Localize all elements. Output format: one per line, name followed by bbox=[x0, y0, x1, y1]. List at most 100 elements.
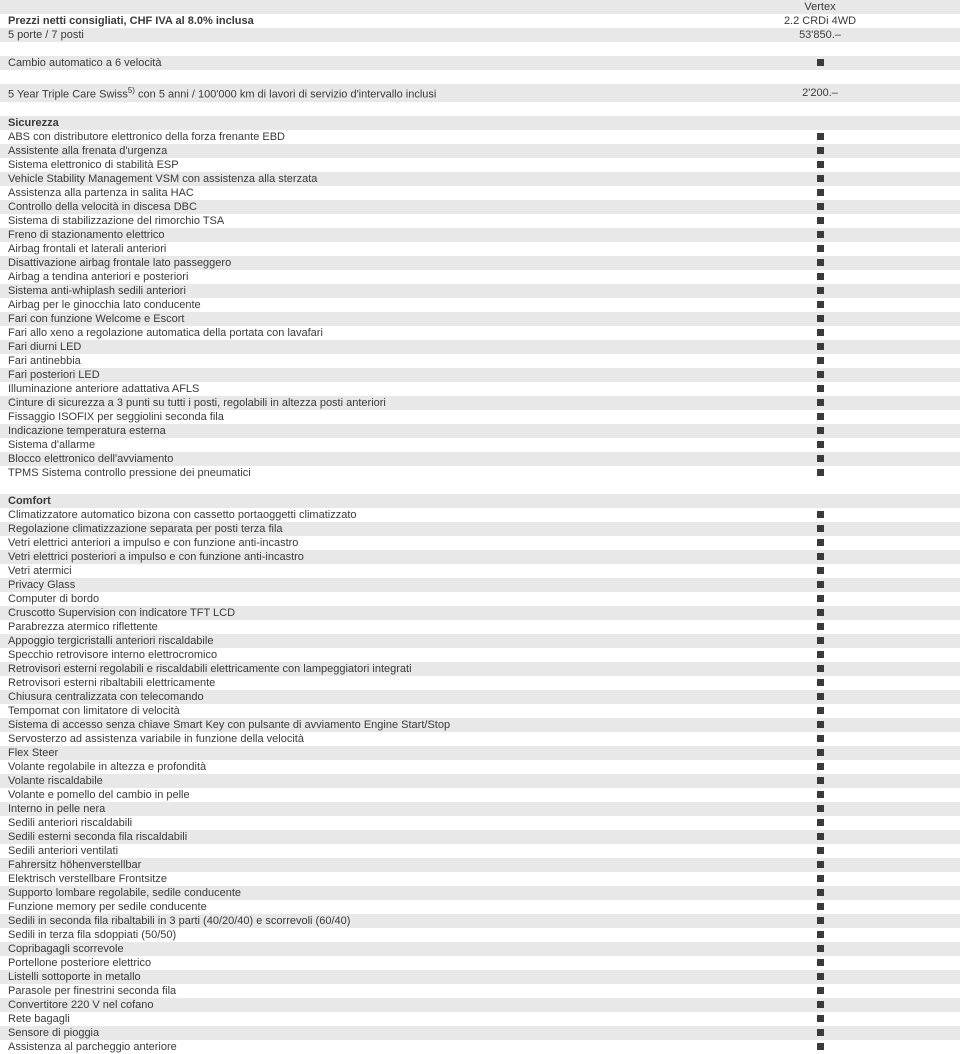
included-icon bbox=[817, 679, 824, 686]
spec-value bbox=[680, 606, 960, 620]
spec-row: Vetri elettrici posteriori a impulso e c… bbox=[0, 550, 960, 564]
transmission-label: Cambio automatico a 6 velocità bbox=[0, 56, 680, 70]
spec-label: Freno di stazionamento elettrico bbox=[0, 228, 680, 242]
spec-label: Airbag frontali et laterali anteriori bbox=[0, 242, 680, 256]
spec-label: Sistema anti-whiplash sedili anteriori bbox=[0, 284, 680, 298]
included-icon bbox=[817, 413, 824, 420]
included-icon bbox=[817, 875, 824, 882]
included-icon bbox=[817, 651, 824, 658]
included-icon bbox=[817, 693, 824, 700]
spec-label: Interno in pelle nera bbox=[0, 802, 680, 816]
spec-value bbox=[680, 508, 960, 522]
spec-label: Illuminazione anteriore adattativa AFLS bbox=[0, 382, 680, 396]
price-heading: Prezzi netti consigliati, CHF IVA al 8.0… bbox=[0, 14, 680, 28]
spec-label: Specchio retrovisore interno elettrocrom… bbox=[0, 648, 680, 662]
spec-row: Fari posteriori LED bbox=[0, 368, 960, 382]
spec-value bbox=[680, 774, 960, 788]
spec-value bbox=[680, 200, 960, 214]
spec-label: Airbag per le ginocchia lato conducente bbox=[0, 298, 680, 312]
spec-value bbox=[680, 242, 960, 256]
spec-label: Privacy Glass bbox=[0, 578, 680, 592]
included-icon bbox=[817, 903, 824, 910]
spec-value bbox=[680, 956, 960, 970]
spec-row: Tempomat con limitatore di velocità bbox=[0, 704, 960, 718]
spec-label: Regolazione climatizzazione separata per… bbox=[0, 522, 680, 536]
spec-row: Assistenza al parcheggio anteriore bbox=[0, 1040, 960, 1054]
spec-row: TPMS Sistema controllo pressione dei pne… bbox=[0, 466, 960, 480]
spec-label: Computer di bordo bbox=[0, 592, 680, 606]
header-model-row: Vertex bbox=[0, 0, 960, 14]
spec-value bbox=[680, 1012, 960, 1026]
spec-label: Funzione memory per sedile conducente bbox=[0, 900, 680, 914]
spec-row: Parasole per finestrini seconda fila bbox=[0, 984, 960, 998]
spec-value bbox=[680, 1026, 960, 1040]
spec-label: Sedili anteriori ventilati bbox=[0, 844, 680, 858]
included-icon bbox=[817, 707, 824, 714]
spec-label: Sensore di pioggia bbox=[0, 1026, 680, 1040]
spec-label: TPMS Sistema controllo pressione dei pne… bbox=[0, 466, 680, 480]
spec-label: Rete bagagli bbox=[0, 1012, 680, 1026]
spec-value bbox=[680, 928, 960, 942]
included-icon bbox=[817, 455, 824, 462]
spec-row: Portellone posteriore elettrico bbox=[0, 956, 960, 970]
included-icon bbox=[817, 945, 824, 952]
spec-row: Illuminazione anteriore adattativa AFLS bbox=[0, 382, 960, 396]
spec-value bbox=[680, 270, 960, 284]
included-icon bbox=[817, 749, 824, 756]
spec-value bbox=[680, 830, 960, 844]
spec-label: Volante e pomello del cambio in pelle bbox=[0, 788, 680, 802]
spec-label: Sedili in terza fila sdoppiati (50/50) bbox=[0, 928, 680, 942]
spec-value bbox=[680, 816, 960, 830]
spec-value bbox=[680, 704, 960, 718]
spec-row: Sistema anti-whiplash sedili anteriori bbox=[0, 284, 960, 298]
spec-value bbox=[680, 662, 960, 676]
spec-value bbox=[680, 354, 960, 368]
spec-value bbox=[680, 522, 960, 536]
spec-value bbox=[680, 396, 960, 410]
spec-value bbox=[680, 368, 960, 382]
spec-table: Vertex Prezzi netti consigliati, CHF IVA… bbox=[0, 0, 960, 1054]
spec-value bbox=[680, 1040, 960, 1054]
spec-row: Disattivazione airbag frontale lato pass… bbox=[0, 256, 960, 270]
included-icon bbox=[817, 1015, 824, 1022]
spec-value bbox=[680, 676, 960, 690]
spec-row: Servosterzo ad assistenza variabile in f… bbox=[0, 732, 960, 746]
spec-value bbox=[680, 550, 960, 564]
spec-row: ABS con distributore elettronico della f… bbox=[0, 130, 960, 144]
spec-label: Fari diurni LED bbox=[0, 340, 680, 354]
included-icon bbox=[817, 623, 824, 630]
spec-row: Fahrersitz höhenverstellbar bbox=[0, 858, 960, 872]
spec-row: Airbag frontali et laterali anteriori bbox=[0, 242, 960, 256]
doors-label: 5 porte / 7 posti bbox=[0, 28, 680, 42]
spec-row: Sistema elettronico di stabilità ESP bbox=[0, 158, 960, 172]
spec-row: Regolazione climatizzazione separata per… bbox=[0, 522, 960, 536]
included-icon bbox=[817, 245, 824, 252]
spec-label: Controllo della velocità in discesa DBC bbox=[0, 200, 680, 214]
included-icon bbox=[817, 147, 824, 154]
spec-value bbox=[680, 452, 960, 466]
included-icon bbox=[817, 469, 824, 476]
spec-label: Fari antinebbia bbox=[0, 354, 680, 368]
spec-label: Retrovisori esterni ribaltabili elettric… bbox=[0, 676, 680, 690]
spec-label: Volante regolabile in altezza e profondi… bbox=[0, 760, 680, 774]
spec-row: Climatizzatore automatico bizona con cas… bbox=[0, 508, 960, 522]
warranty-label: 5 Year Triple Care Swiss5) con 5 anni / … bbox=[0, 84, 680, 102]
included-icon bbox=[817, 637, 824, 644]
spec-row: Fari allo xeno a regolazione automatica … bbox=[0, 326, 960, 340]
spec-row: Fissaggio ISOFIX per seggiolini seconda … bbox=[0, 410, 960, 424]
spec-label: Sedili esterni seconda fila riscaldabili bbox=[0, 830, 680, 844]
spec-row: Interno in pelle nera bbox=[0, 802, 960, 816]
spec-row: Freno di stazionamento elettrico bbox=[0, 228, 960, 242]
spec-row: Sedili esterni seconda fila riscaldabili bbox=[0, 830, 960, 844]
spec-row: Sistema d'allarme bbox=[0, 438, 960, 452]
included-icon bbox=[817, 791, 824, 798]
spec-label: Climatizzatore automatico bizona con cas… bbox=[0, 508, 680, 522]
spec-value bbox=[680, 186, 960, 200]
spec-value bbox=[680, 410, 960, 424]
spec-label: Volante riscaldabile bbox=[0, 774, 680, 788]
spec-label: Supporto lombare regolabile, sedile cond… bbox=[0, 886, 680, 900]
spec-value bbox=[680, 998, 960, 1012]
spec-label: Parasole per finestrini seconda fila bbox=[0, 984, 680, 998]
included-icon bbox=[817, 665, 824, 672]
spec-row: Retrovisori esterni ribaltabili elettric… bbox=[0, 676, 960, 690]
